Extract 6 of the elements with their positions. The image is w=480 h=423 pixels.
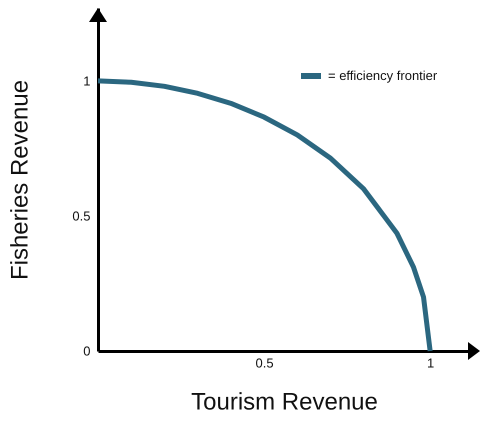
y-tick-label: 0.5 bbox=[72, 208, 90, 224]
y-tick-label: 1 bbox=[83, 73, 90, 88]
legend-label: = efficiency frontier bbox=[328, 68, 438, 83]
y-axis-title: Fisheries Revenue bbox=[6, 80, 34, 280]
x-axis-title: Tourism Revenue bbox=[191, 388, 378, 416]
y-tick-label: 0 bbox=[83, 344, 90, 358]
